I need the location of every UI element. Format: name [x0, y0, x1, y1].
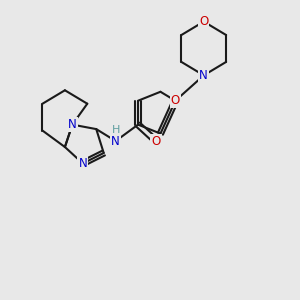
Text: N: N — [78, 157, 87, 170]
Text: H: H — [112, 125, 120, 135]
Text: N: N — [200, 69, 208, 82]
Text: O: O — [171, 94, 180, 107]
Text: O: O — [151, 134, 160, 148]
Text: O: O — [199, 15, 208, 28]
Text: N: N — [111, 134, 120, 148]
Text: N: N — [68, 118, 77, 131]
